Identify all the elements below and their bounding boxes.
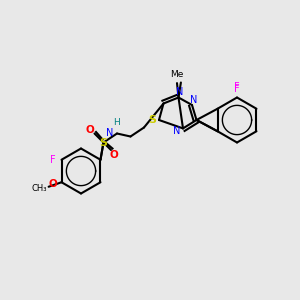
Text: N: N — [106, 128, 113, 139]
Text: N: N — [176, 87, 183, 97]
Text: N: N — [190, 94, 197, 105]
Text: O: O — [110, 149, 118, 160]
Text: S: S — [148, 115, 156, 125]
Text: F: F — [234, 82, 240, 92]
Text: H: H — [114, 118, 120, 127]
Text: O: O — [48, 179, 57, 189]
Text: S: S — [100, 137, 107, 148]
Text: N: N — [173, 126, 180, 136]
Text: F: F — [234, 84, 240, 94]
Text: F: F — [50, 155, 56, 165]
Text: CH₃: CH₃ — [31, 184, 46, 193]
Text: Me: Me — [170, 70, 184, 79]
Text: O: O — [85, 125, 94, 136]
